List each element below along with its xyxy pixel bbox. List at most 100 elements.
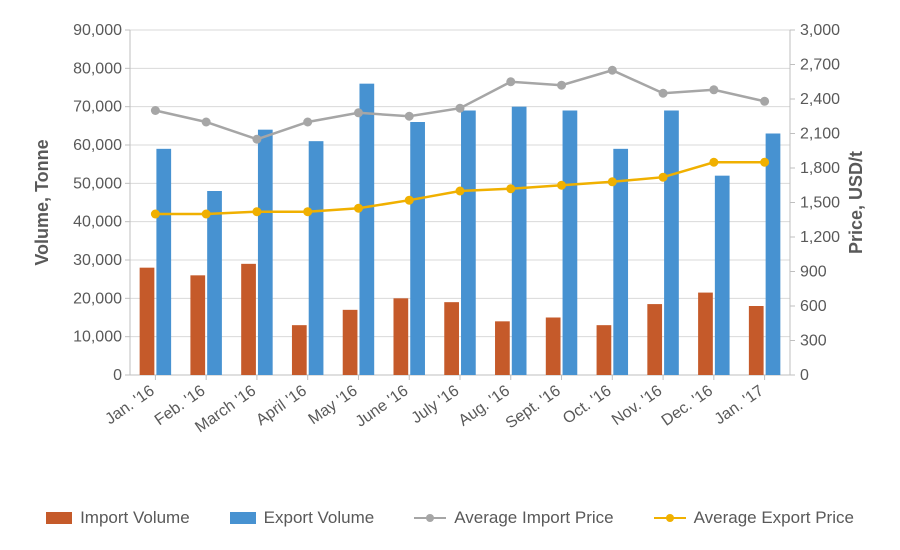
legend-swatch-line [654,512,686,524]
bar-import_volume [647,304,662,375]
svg-text:70,000: 70,000 [73,99,122,116]
svg-text:3,000: 3,000 [800,22,840,39]
bar-export_volume [664,111,679,376]
svg-text:40,000: 40,000 [73,214,122,231]
legend-swatch-line [414,512,446,524]
svg-text:2,400: 2,400 [800,91,840,108]
bar-export_volume [766,134,781,376]
marker-avg_import_price [456,104,465,113]
svg-text:50,000: 50,000 [73,175,122,192]
legend-item-export-volume: Export Volume [230,508,375,528]
svg-text:2,700: 2,700 [800,57,840,74]
marker-avg_export_price [608,177,617,186]
marker-avg_import_price [760,97,769,106]
bar-import_volume [749,306,764,375]
marker-avg_import_price [202,118,211,127]
legend-item-import-volume: Import Volume [46,508,190,528]
marker-avg_export_price [405,196,414,205]
bar-import_volume [495,321,510,375]
svg-text:90,000: 90,000 [73,22,122,39]
marker-avg_export_price [709,158,718,167]
bar-export_volume [207,191,222,375]
marker-avg_import_price [709,85,718,94]
marker-avg_import_price [303,118,312,127]
svg-text:30,000: 30,000 [73,252,122,269]
bar-import_volume [698,293,713,375]
legend-label: Average Export Price [694,508,854,528]
legend-swatch-bar [230,512,256,524]
bar-import_volume [343,310,358,375]
legend-label: Import Volume [80,508,190,528]
marker-avg_export_price [557,181,566,190]
legend-label: Average Import Price [454,508,613,528]
bar-export_volume [309,141,324,375]
combo-chart: 0 10,000 20,000 30,000 40,000 50,000 60,000 70,… [20,20,880,530]
bar-import_volume [292,325,307,375]
marker-avg_export_price [506,184,515,193]
marker-avg_import_price [608,66,617,75]
svg-text:10,000: 10,000 [73,329,122,346]
bar-export_volume [461,111,476,376]
svg-text:0: 0 [800,367,809,384]
bar-export_volume [258,130,273,375]
svg-text:Nov. '16: Nov. '16 [609,382,666,429]
bar-export_volume [512,107,527,375]
marker-avg_export_price [252,207,261,216]
svg-text:300: 300 [800,333,827,350]
svg-text:Price, USD/t: Price, USD/t [846,151,866,254]
svg-text:600: 600 [800,298,827,315]
svg-text:Jan. '16: Jan. '16 [102,382,157,428]
marker-avg_import_price [151,106,160,115]
svg-text:80,000: 80,000 [73,60,122,77]
svg-text:20,000: 20,000 [73,290,122,307]
bar-import_volume [241,264,256,375]
bar-export_volume [359,84,374,375]
svg-text:Dec. '16: Dec. '16 [659,382,717,429]
bar-export_volume [410,122,425,375]
svg-text:2,100: 2,100 [800,126,840,143]
svg-text:1,800: 1,800 [800,160,840,177]
legend-item-avg-export-price: Average Export Price [654,508,854,528]
marker-avg_export_price [354,204,363,213]
svg-text:July '16: July '16 [409,382,463,427]
svg-text:60,000: 60,000 [73,137,122,154]
marker-avg_export_price [202,210,211,219]
legend: Import Volume Export Volume Average Impo… [20,508,880,528]
svg-text:Oct. '16: Oct. '16 [560,382,615,427]
marker-avg_export_price [303,207,312,216]
marker-avg_export_price [659,173,668,182]
bar-import_volume [444,302,459,375]
svg-text:1,500: 1,500 [800,195,840,212]
marker-avg_import_price [354,108,363,117]
svg-text:Aug. '16: Aug. '16 [456,382,514,429]
marker-avg_import_price [557,81,566,90]
bar-import_volume [393,298,408,375]
legend-item-avg-import-price: Average Import Price [414,508,613,528]
svg-text:May '16: May '16 [306,382,361,428]
marker-avg_import_price [405,112,414,121]
svg-text:900: 900 [800,264,827,281]
marker-avg_import_price [252,135,261,144]
bar-export_volume [563,111,578,376]
bar-import_volume [140,268,155,375]
svg-text:Jan. '17: Jan. '17 [712,382,767,428]
bar-import_volume [190,275,205,375]
marker-avg_export_price [151,210,160,219]
marker-avg_import_price [659,89,668,98]
marker-avg_export_price [760,158,769,167]
svg-text:Volume, Tonne: Volume, Tonne [32,139,52,265]
bar-export_volume [156,149,171,375]
svg-text:Sept. '16: Sept. '16 [503,382,564,432]
svg-text:1,200: 1,200 [800,229,840,246]
svg-text:June '16: June '16 [353,382,412,430]
bar-import_volume [546,318,561,376]
bar-export_volume [715,176,730,375]
marker-avg_import_price [506,77,515,86]
legend-label: Export Volume [264,508,375,528]
bar-import_volume [597,325,612,375]
svg-text:April '16: April '16 [253,382,310,429]
svg-text:0: 0 [113,367,122,384]
marker-avg_export_price [456,187,465,196]
chart-container: 0 10,000 20,000 30,000 40,000 50,000 60,000 70,… [20,20,880,530]
legend-swatch-bar [46,512,72,524]
